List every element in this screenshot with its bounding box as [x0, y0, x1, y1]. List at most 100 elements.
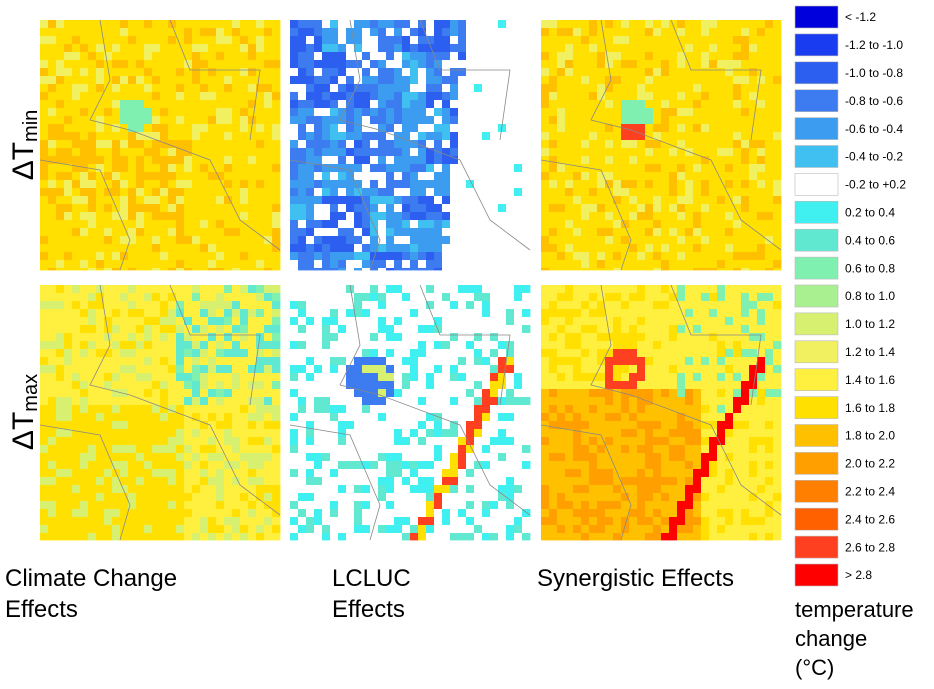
map-cell	[442, 509, 450, 517]
map-cell	[144, 132, 152, 140]
map-cell	[466, 525, 474, 533]
map-cell	[330, 533, 338, 540]
map-cell	[749, 204, 757, 212]
map-cell	[442, 389, 450, 397]
map-cell	[48, 373, 56, 381]
map-cell	[573, 301, 581, 309]
map-cell	[629, 148, 637, 156]
map-cell	[354, 36, 362, 44]
map-cell	[466, 429, 474, 437]
map-cell	[549, 301, 557, 309]
map-cell	[717, 36, 725, 44]
map-cell	[661, 309, 669, 317]
map-cell	[541, 52, 549, 60]
map-cell	[208, 413, 216, 421]
map-cell	[298, 509, 306, 517]
map-cell	[589, 28, 597, 36]
map-cell	[466, 124, 474, 132]
map-cell	[669, 116, 677, 124]
map-cell	[264, 461, 272, 469]
map-cell	[426, 477, 434, 485]
map-cell	[474, 52, 482, 60]
map-cell	[613, 76, 621, 84]
map-cell	[466, 52, 474, 60]
map-cell	[256, 533, 264, 540]
map-cell	[653, 220, 661, 228]
map-cell	[506, 244, 514, 252]
map-cell	[637, 325, 645, 333]
map-cell	[48, 365, 56, 373]
map-cell	[314, 517, 322, 525]
map-cell	[685, 172, 693, 180]
map-cell	[290, 437, 298, 445]
map-cell	[717, 293, 725, 301]
map-cell	[410, 381, 418, 389]
map-cell	[677, 188, 685, 196]
map-cell	[200, 84, 208, 92]
map-cell	[56, 132, 64, 140]
map-cell	[56, 445, 64, 453]
map-cell	[701, 108, 709, 116]
map-cell	[48, 301, 56, 309]
map-cell	[264, 212, 272, 220]
map-cell	[458, 36, 466, 44]
map-cell	[240, 493, 248, 501]
map-cell	[338, 156, 346, 164]
map-cell	[458, 365, 466, 373]
map-cell	[597, 52, 605, 60]
map-cell	[256, 445, 264, 453]
map-cell	[410, 437, 418, 445]
map-cell	[168, 252, 176, 260]
map-cell	[386, 301, 394, 309]
map-cell	[773, 92, 781, 100]
map-cell	[346, 108, 354, 116]
map-cell	[370, 100, 378, 108]
map-cell	[434, 108, 442, 116]
map-cell	[120, 36, 128, 44]
map-cell	[434, 309, 442, 317]
map-cell	[96, 341, 104, 349]
map-cell	[48, 285, 56, 293]
map-cell	[549, 220, 557, 228]
map-cell	[773, 60, 781, 68]
map-cell	[394, 164, 402, 172]
map-cell	[677, 124, 685, 132]
map-cell	[522, 349, 530, 357]
map-cell	[208, 509, 216, 517]
map-cell	[176, 228, 184, 236]
map-cell	[56, 533, 64, 540]
map-cell	[386, 68, 394, 76]
map-cell	[458, 509, 466, 517]
map-cell	[402, 421, 410, 429]
map-cell	[677, 204, 685, 212]
map-cell	[741, 301, 749, 309]
map-cell	[450, 525, 458, 533]
map-cell	[506, 533, 514, 540]
map-cell	[765, 196, 773, 204]
map-cell	[450, 325, 458, 333]
map-cell	[136, 140, 144, 148]
map-cell	[370, 333, 378, 341]
map-cell	[709, 116, 717, 124]
map-cell	[498, 140, 506, 148]
map-cell	[482, 100, 490, 108]
map-cell	[370, 52, 378, 60]
map-cell	[613, 44, 621, 52]
map-cell	[541, 180, 549, 188]
map-cell	[434, 28, 442, 36]
map-cell	[442, 325, 450, 333]
map-cell	[48, 20, 56, 28]
map-cell	[240, 260, 248, 268]
map-cell	[48, 44, 56, 52]
map-cell	[120, 437, 128, 445]
map-cell	[240, 76, 248, 84]
map-cell	[176, 84, 184, 92]
map-cell	[490, 44, 498, 52]
map-cell	[418, 525, 426, 533]
map-cell	[693, 28, 701, 36]
map-cell	[208, 341, 216, 349]
map-cell	[773, 148, 781, 156]
map-cell	[506, 28, 514, 36]
map-cell	[152, 180, 160, 188]
map-cell	[733, 164, 741, 172]
